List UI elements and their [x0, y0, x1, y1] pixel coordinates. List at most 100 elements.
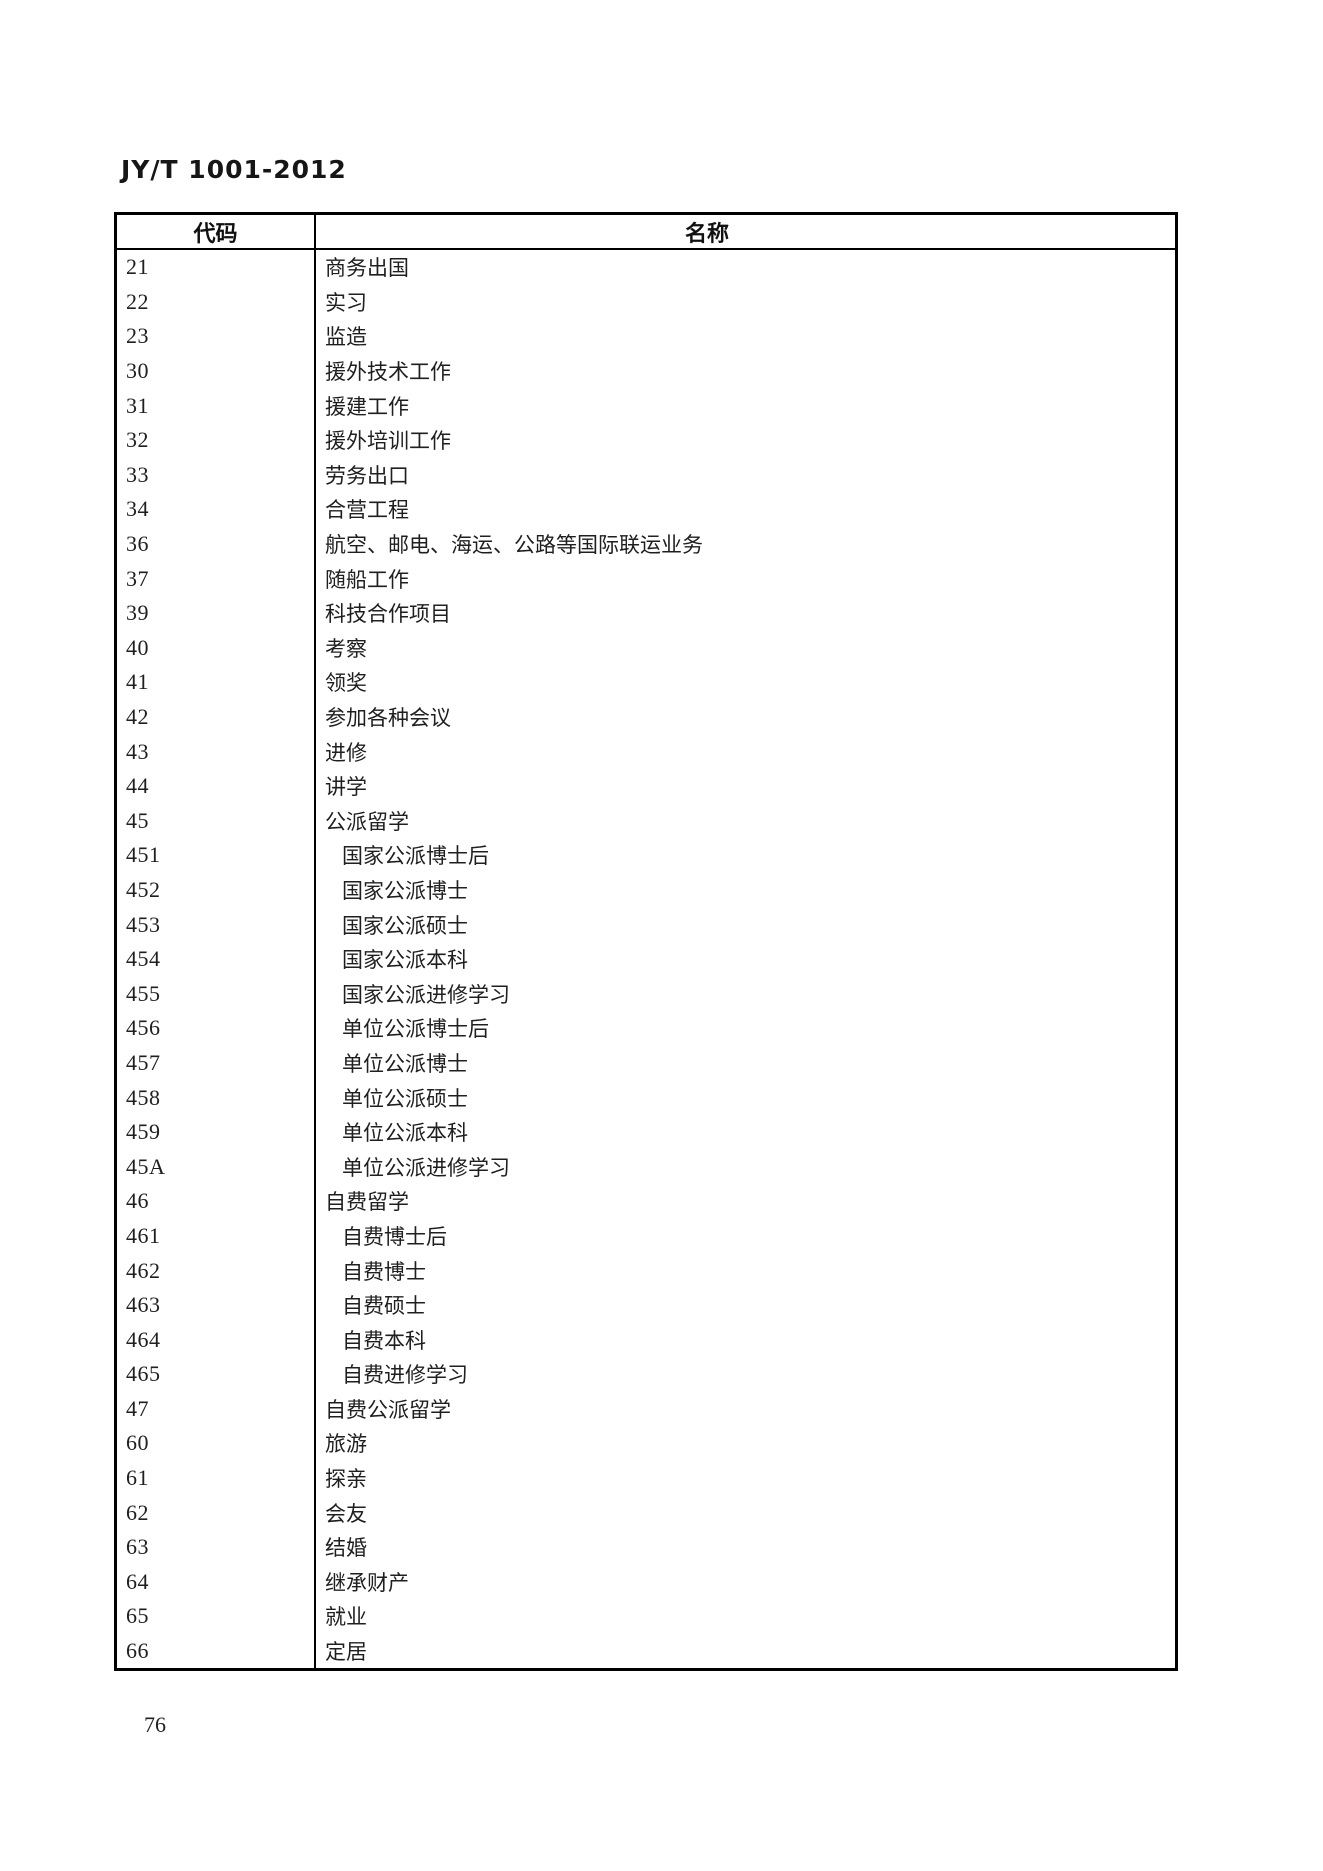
code-cell: 31 — [117, 388, 316, 423]
code-cell: 461 — [117, 1218, 316, 1254]
code-cell: 462 — [117, 1253, 316, 1288]
code-cell: 464 — [117, 1322, 316, 1357]
column-header-name: 名称 — [684, 221, 729, 247]
name-cell: 合营工程 — [325, 498, 409, 523]
table-row: 36 航空、邮电、海运、公路等国际联运业务 — [117, 526, 1175, 562]
code-cell: 33 — [117, 457, 316, 493]
table-row: 63 结婚 — [117, 1529, 1175, 1565]
code-cell: 32 — [117, 422, 316, 458]
name-cell: 单位公派本科 — [342, 1121, 468, 1146]
table-row: 451 国家公派博士后 — [117, 838, 1175, 873]
code-cell: 452 — [117, 872, 316, 908]
code-table: 代码 名称 21 商务出国 22 实习 23 监造 30 援外技术工作 31 援… — [114, 212, 1178, 1672]
table-row: 34 合营工程 — [117, 492, 1175, 527]
code-cell: 39 — [117, 595, 316, 631]
name-cell: 援建工作 — [325, 394, 409, 419]
name-cell: 实习 — [325, 290, 367, 315]
code-cell: 61 — [117, 1460, 316, 1496]
table-row: 62 会友 — [117, 1495, 1175, 1530]
code-cell: 43 — [117, 734, 316, 769]
table-row: 61 探亲 — [117, 1460, 1175, 1496]
code-cell: 455 — [117, 976, 316, 1012]
name-cell: 探亲 — [325, 1467, 367, 1492]
code-cell: 30 — [117, 353, 316, 389]
table-row: 42 参加各种会议 — [117, 699, 1175, 735]
name-cell: 监造 — [325, 325, 367, 350]
code-cell: 36 — [117, 526, 316, 562]
name-cell: 自费博士 — [342, 1259, 426, 1284]
code-cell: 465 — [117, 1357, 316, 1392]
table-row: 43 进修 — [117, 734, 1175, 769]
table-row: 64 继承财产 — [117, 1564, 1175, 1600]
name-cell: 国家公派硕士 — [342, 913, 468, 938]
table-row: 455 国家公派进修学习 — [117, 976, 1175, 1012]
code-cell: 41 — [117, 665, 316, 700]
code-cell: 459 — [117, 1114, 316, 1150]
table-row: 33 劳务出口 — [117, 457, 1175, 493]
table-row: 452 国家公派博士 — [117, 872, 1175, 908]
name-cell: 公派留学 — [325, 809, 409, 834]
name-cell: 进修 — [325, 740, 367, 765]
name-cell: 结婚 — [325, 1536, 367, 1561]
name-cell: 单位公派博士 — [342, 1051, 468, 1076]
code-cell: 62 — [117, 1495, 316, 1530]
name-cell: 商务出国 — [325, 256, 409, 281]
name-cell: 科技合作项目 — [325, 602, 451, 627]
code-cell: 21 — [117, 250, 316, 285]
name-cell: 自费硕士 — [342, 1294, 426, 1319]
table-row: 462 自费博士 — [117, 1253, 1175, 1288]
name-cell: 单位公派进修学习 — [342, 1155, 510, 1180]
name-cell: 就业 — [325, 1605, 367, 1630]
name-cell: 随船工作 — [325, 567, 409, 592]
table-row: 32 援外培训工作 — [117, 422, 1175, 458]
table-row: 465 自费进修学习 — [117, 1357, 1175, 1392]
code-cell: 63 — [117, 1529, 316, 1565]
code-cell: 456 — [117, 1011, 316, 1046]
table-body: 21 商务出国 22 实习 23 监造 30 援外技术工作 31 援建工作 32… — [117, 250, 1175, 1669]
table-row: 44 讲学 — [117, 768, 1175, 804]
code-cell: 47 — [117, 1391, 316, 1427]
name-cell: 领奖 — [325, 671, 367, 696]
name-cell: 单位公派博士后 — [342, 1017, 489, 1042]
code-cell: 66 — [117, 1633, 316, 1669]
code-cell: 60 — [117, 1426, 316, 1461]
code-cell: 44 — [117, 768, 316, 804]
name-cell: 讲学 — [325, 775, 367, 800]
name-cell: 自费博士后 — [342, 1224, 447, 1249]
code-cell: 46 — [117, 1184, 316, 1219]
name-cell: 参加各种会议 — [325, 706, 451, 731]
table-row: 60 旅游 — [117, 1426, 1175, 1461]
table-row: 23 监造 — [117, 319, 1175, 354]
name-cell: 国家公派博士 — [342, 878, 468, 903]
code-cell: 453 — [117, 907, 316, 942]
table-row: 454 国家公派本科 — [117, 941, 1175, 977]
table-row: 47 自费公派留学 — [117, 1391, 1175, 1427]
name-cell: 劳务出口 — [325, 463, 409, 488]
table-row: 41 领奖 — [117, 665, 1175, 700]
table-row: 66 定居 — [117, 1633, 1175, 1669]
table-row: 22 实习 — [117, 284, 1175, 320]
code-cell: 457 — [117, 1045, 316, 1081]
name-cell: 定居 — [325, 1640, 367, 1665]
name-cell: 自费留学 — [325, 1190, 409, 1215]
code-cell: 65 — [117, 1599, 316, 1634]
name-cell: 国家公派本科 — [342, 948, 468, 973]
standard-number-heading: JY/T 1001-2012 — [121, 155, 347, 184]
name-cell: 援外培训工作 — [325, 429, 451, 454]
code-cell: 22 — [117, 284, 316, 320]
code-cell: 34 — [117, 492, 316, 527]
code-cell: 463 — [117, 1287, 316, 1323]
table-row: 457 单位公派博士 — [117, 1045, 1175, 1081]
table-row: 45A 单位公派进修学习 — [117, 1149, 1175, 1185]
table-row: 39 科技合作项目 — [117, 595, 1175, 631]
name-cell: 会友 — [325, 1501, 367, 1526]
code-cell: 45 — [117, 803, 316, 839]
code-cell: 45A — [117, 1149, 316, 1185]
table-row: 453 国家公派硕士 — [117, 907, 1175, 942]
column-header-code: 代码 — [117, 215, 316, 248]
name-cell: 航空、邮电、海运、公路等国际联运业务 — [325, 533, 703, 558]
table-row: 46 自费留学 — [117, 1184, 1175, 1219]
name-cell: 自费本科 — [342, 1328, 426, 1353]
table-row: 456 单位公派博士后 — [117, 1011, 1175, 1046]
table-row: 21 商务出国 — [117, 250, 1175, 285]
